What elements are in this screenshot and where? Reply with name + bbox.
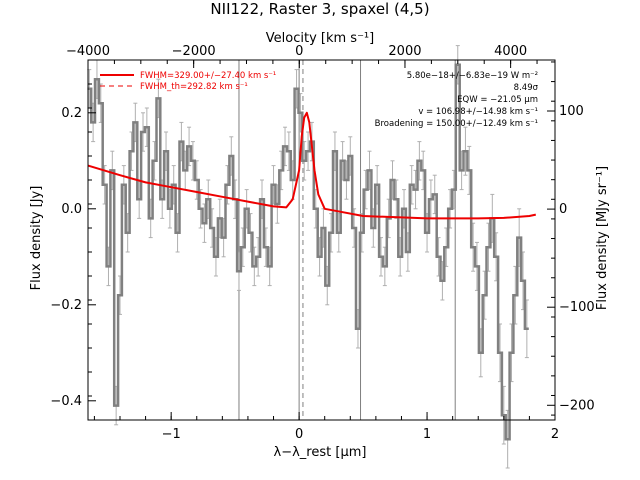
y-tick-label: 0.0	[61, 202, 82, 217]
right-tick-label: −200	[559, 398, 595, 413]
top-tick-label: −2000	[172, 44, 216, 59]
top-tick-label: 2000	[388, 44, 421, 59]
x-tick-label: −1	[162, 427, 181, 442]
x-tick-label: 1	[423, 427, 431, 442]
top-tick-label: 4000	[494, 44, 527, 59]
plot-frame	[87, 59, 556, 421]
annotation-broadening: Broadening = 150.00+/−12.49 km s⁻¹	[375, 119, 538, 129]
right-tick-label: 100	[559, 104, 584, 119]
chart-title: NII122, Raster 3, spaxel (4,5)	[210, 0, 429, 18]
spectrum-step-line	[87, 63, 529, 441]
x-tick-label: 2	[551, 427, 559, 442]
top-tick-label: −4000	[66, 44, 110, 59]
annotation-sigma: 8.49σ	[514, 83, 539, 93]
y-tick-label: 0.2	[61, 106, 82, 121]
axis-ticks: −1 0 1 2−0.4−0.20.00.2−4000 −2000 0 2000 4000−2…	[50, 44, 594, 442]
right-tick-label: 0	[559, 202, 567, 217]
fit-curve	[87, 111, 537, 220]
y-tick-label: −0.4	[50, 394, 82, 409]
y-axis-label: Flux density [Jy]	[29, 186, 44, 291]
legend-theoretical-label: FWHM_th=292.82 km s⁻¹	[140, 82, 248, 92]
top-tick-label: 0	[295, 44, 303, 59]
legend: FWHM=329.00+/−27.40 km s⁻¹ FWHM_th=292.8…	[100, 71, 276, 92]
x-axis-label: λ−λ_rest [μm]	[274, 445, 367, 460]
legend-fit-label: FWHM=329.00+/−27.40 km s⁻¹	[140, 71, 276, 81]
annotation-eqw: EQW = −21.05 μm	[457, 95, 538, 105]
right-tick-label: −100	[559, 300, 595, 315]
y-tick-label: −0.2	[50, 298, 82, 313]
plot-area	[87, 45, 537, 469]
annotation-velocity: v = 106.98+/−14.98 km s⁻¹	[418, 107, 538, 117]
annotation-flux: 5.80e−18+/−6.83e−19 W m⁻²	[407, 71, 538, 81]
top-axis-label: Velocity [km s⁻¹]	[266, 31, 374, 46]
x-tick-label: 0	[295, 427, 303, 442]
right-axis-label: Flux density [MJy sr⁻¹]	[595, 166, 610, 310]
fit-annotations: 5.80e−18+/−6.83e−19 W m⁻² 8.49σ EQW = −2…	[375, 71, 539, 129]
